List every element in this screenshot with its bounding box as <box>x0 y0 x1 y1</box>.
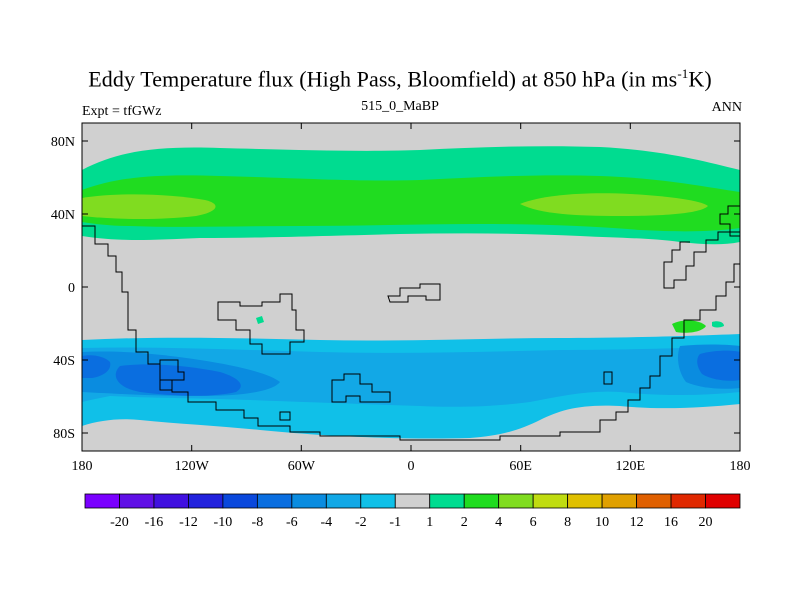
chart-title: Eddy Temperature flux (High Pass, Bloomf… <box>88 66 712 92</box>
lon-label-0: 0 <box>408 459 415 474</box>
colorbar-label: -2 <box>355 515 367 530</box>
nh-max-pacific <box>82 194 216 219</box>
lon-label-180w: 180 <box>72 459 93 474</box>
lon-tick-marks <box>191 123 631 451</box>
lat-tick-marks <box>82 140 740 434</box>
case-label: 515_0_MaBP <box>361 99 439 114</box>
colorbar-box <box>498 493 534 509</box>
continent-island-2 <box>603 371 613 385</box>
lon-label-120w: 120W <box>175 459 210 474</box>
colorbar-box <box>291 493 327 509</box>
colorbar-label: 6 <box>530 515 537 530</box>
colorbar-box <box>153 493 189 509</box>
continent-antarctic-inner <box>159 359 185 391</box>
nh-max-atlantic <box>520 193 708 216</box>
colorbar-label: 20 <box>699 515 713 530</box>
continent-outlines <box>82 205 740 441</box>
aus-positive-blob-2 <box>712 321 724 328</box>
colorbar-label: -10 <box>214 515 233 530</box>
colorbar-label: -1 <box>389 515 401 530</box>
colorbar-label: -4 <box>320 515 332 530</box>
colorbar-box <box>256 493 293 509</box>
colorbar-box <box>532 493 569 509</box>
pacific-positive-dot <box>256 316 264 324</box>
aus-positive-blob <box>672 320 706 333</box>
lon-label-180e: 180 <box>730 459 751 474</box>
colorbar-box <box>601 493 637 509</box>
lon-label-120e: 120E <box>616 459 646 474</box>
colorbar-box <box>360 493 396 509</box>
lat-label-0: 0 <box>68 281 75 296</box>
colorbar-label: -16 <box>145 515 164 530</box>
colorbar-box <box>463 493 500 509</box>
colorbar-box <box>429 493 465 509</box>
colorbar-label: 1 <box>426 515 433 530</box>
contour-field <box>82 123 740 451</box>
experiment-label: Expt = tfGWz <box>82 104 162 119</box>
colorbar-label: -20 <box>110 515 129 530</box>
colorbar-box <box>705 493 741 509</box>
colorbar-box <box>394 493 431 509</box>
continent-island-1 <box>279 411 291 421</box>
colorbar-label: 4 <box>495 515 502 530</box>
sh-core-indian <box>697 350 740 381</box>
continent-west-outline <box>82 225 740 441</box>
lon-label-60e: 60E <box>509 459 532 474</box>
colorbar-label: 12 <box>630 515 644 530</box>
colorbar-box <box>567 493 603 509</box>
colorbar-box <box>84 493 120 509</box>
colorbar-box <box>188 493 224 509</box>
colorbar-label: -12 <box>179 515 198 530</box>
colorbar-box <box>670 493 706 509</box>
continent-asia-inner <box>663 231 740 289</box>
lat-label-80s: 80S <box>53 427 75 442</box>
lat-label-80n: 80N <box>51 135 75 150</box>
colorbar-box <box>325 493 362 509</box>
colorbar-label: 10 <box>595 515 609 530</box>
colorbar-box <box>119 493 155 509</box>
sh-core-west <box>82 355 111 378</box>
colorbar-label: 8 <box>564 515 571 530</box>
lat-label-40n: 40N <box>51 208 75 223</box>
continent-africa-outline <box>217 293 305 355</box>
colorbar: -20 -16 -12 -10 -8 -6 -4 -2 -1 1 2 4 6 8 10 12 16 20 <box>84 493 741 530</box>
colorbar-box <box>222 493 258 509</box>
lon-label-60w: 60W <box>288 459 316 474</box>
continent-east-outline <box>719 205 740 237</box>
colorbar-label: -6 <box>286 515 298 530</box>
colorbar-label: 2 <box>461 515 468 530</box>
nh-band-2-4 <box>82 175 740 232</box>
continent-south-inner <box>331 373 391 403</box>
colorbar-label: -8 <box>252 515 264 530</box>
lat-label-40s: 40S <box>53 354 75 369</box>
colorbar-box <box>636 493 672 509</box>
season-label: ANN <box>711 100 742 115</box>
colorbar-label: 16 <box>664 515 678 530</box>
continent-india-outline <box>387 283 441 303</box>
